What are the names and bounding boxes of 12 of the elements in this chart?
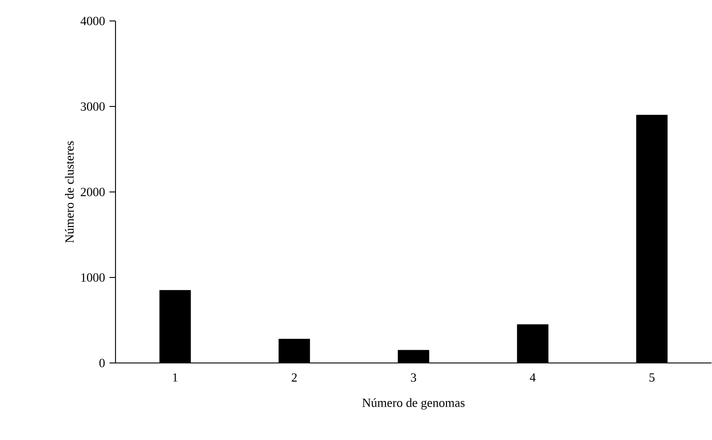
y-tick-label: 4000: [80, 16, 105, 26]
y-tick-label: 1000: [81, 273, 105, 282]
x-tick-label: 1: [173, 373, 178, 382]
x-tick-label: 2: [292, 373, 297, 382]
y-tick-label: 3000: [80, 102, 105, 111]
x-axis-title: Número de genomas: [362, 398, 465, 410]
x-tick-label: 4: [530, 373, 536, 382]
x-tick-label: 5: [650, 373, 655, 382]
y-tick-label: 2000: [80, 188, 105, 196]
y-axis-title: Número de clusteres: [64, 141, 74, 243]
y-tick-label: 0: [99, 358, 105, 368]
x-tick-label: 3: [410, 373, 416, 382]
